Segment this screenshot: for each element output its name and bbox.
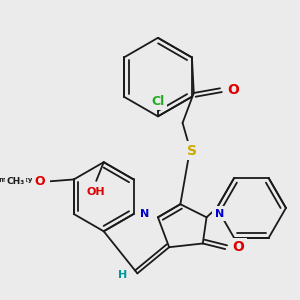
Text: O: O: [232, 240, 244, 254]
Text: CH₃: CH₃: [7, 177, 25, 186]
Text: methoxy: methoxy: [0, 177, 33, 183]
Text: OH: OH: [87, 187, 106, 197]
Text: H: H: [118, 270, 127, 280]
Text: S: S: [187, 144, 197, 158]
Text: O: O: [227, 83, 239, 97]
Text: N: N: [215, 208, 224, 219]
Text: O: O: [35, 175, 46, 188]
Text: O: O: [37, 174, 47, 187]
Text: Cl: Cl: [151, 95, 164, 108]
Text: N: N: [140, 208, 149, 219]
